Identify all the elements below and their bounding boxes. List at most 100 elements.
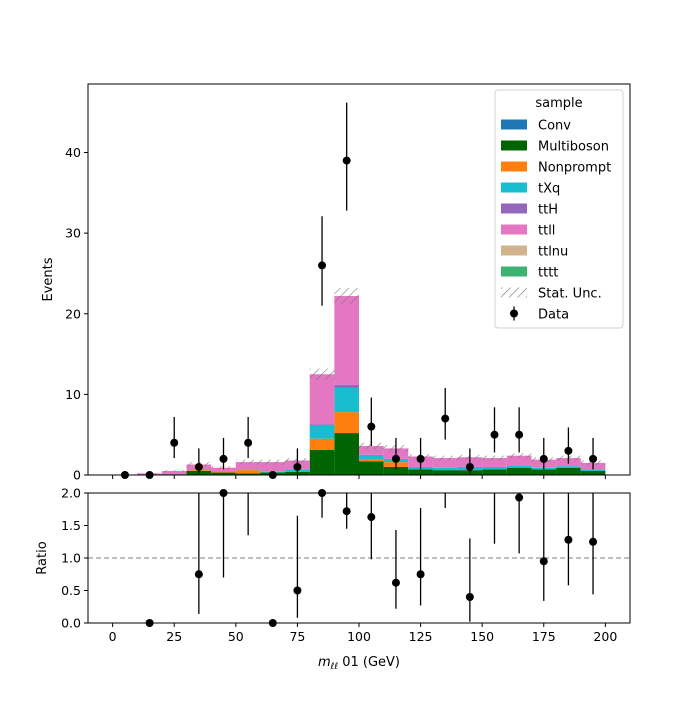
bar-nonprompt-9 [334,412,359,434]
stat-unc-15 [482,455,507,461]
data-point-16 [515,430,524,439]
ratio-ytick-label-2: 1.0 [61,551,81,566]
legend-label-2: Nonprompt [538,161,611,176]
legend-swatch-stat-unc [501,287,527,298]
ratio-xtick-label-4: 100 [347,629,371,644]
legend-label-0: Conv [538,119,571,134]
bar-nonprompt-5 [235,470,261,474]
ratio-points [145,489,598,627]
data-point-8 [318,261,327,270]
ratio-ytick-label-1: 0.5 [61,583,81,598]
ratio-point-10 [416,570,425,579]
legend-label-7: tttt [538,266,558,281]
bar-multiboson-16 [506,467,532,475]
bar-nonprompt-8 [309,438,335,451]
stat-unc-2 [161,470,187,472]
ratio-point-1 [194,570,203,579]
data-point-10 [367,422,376,431]
data-points [120,102,598,479]
bar-txq-5 [235,469,261,471]
bar-ttll-6 [260,462,286,472]
main-y-axis-label: Events [41,257,56,301]
x-axis-label-symbol: m [318,655,331,670]
bar-ttll-8 [309,374,335,425]
bar-multiboson-17 [531,469,557,475]
stat-unc-16 [506,453,532,459]
bar-multiboson-8 [309,450,335,475]
ratio-point-17 [589,537,598,546]
ratio-xtick-label-0: 0 [109,629,117,644]
ratio-ytick-label-4: 2.0 [61,486,81,501]
bar-multiboson-12 [408,469,433,475]
bar-multiboson-13 [432,470,458,475]
main-ytick-label-0: 0 [73,468,81,483]
data-point-17 [539,454,548,463]
ratio-panel: 0 25 50 75 100 125 150 175 200 0.0 0.5 1.0 1.5 2.0 Rat… [35,486,631,644]
data-point-14 [465,462,474,471]
stat-unc-5 [235,459,261,465]
data-point-12 [416,454,425,463]
bar-tth-8 [309,424,335,426]
stat-unc-13 [432,455,458,461]
ratio-point-16 [564,535,573,544]
legend-swatch-2 [501,161,527,172]
bar-txq-15 [482,466,507,470]
bar-multiboson-19 [580,470,606,475]
ratio-xtick-label-1: 25 [166,629,182,644]
legend-swatch-1 [501,140,527,151]
main-ytick-label-1: 10 [65,387,81,402]
data-point-11 [391,454,400,463]
ratio-xtick-label-2: 50 [228,629,244,644]
x-axis-label-text: 01 (GeV) [338,655,400,670]
bar-tth-9 [334,384,359,388]
bar-ttll-15 [482,458,507,467]
ratio-point-7 [342,507,351,516]
bar-txq-19 [580,469,606,471]
bar-ttll-13 [432,458,458,468]
legend-swatch-7 [501,266,527,277]
bar-nonprompt-4 [211,471,236,473]
bar-multiboson-11 [383,466,409,475]
stat-unc-9 [334,287,359,305]
bar-txq-18 [556,466,581,468]
ratio-point-5 [293,586,302,595]
x-axis-label: mℓℓ 01 (GeV) [318,655,400,672]
bar-txq-8 [309,425,335,439]
main-ytick-label-3: 30 [65,226,81,241]
bar-multiboson-10 [359,461,384,475]
bar-multiboson-4 [211,472,236,475]
bar-multiboson-5 [235,473,261,475]
stat-unc-8 [309,368,335,380]
data-point-9 [342,156,351,165]
ratio-y-axis-label: Ratio [35,541,50,574]
bar-ttll-5 [235,462,261,470]
bar-txq-16 [506,465,532,468]
ratio-xtick-label-5: 125 [409,629,433,644]
data-point-7 [293,462,302,471]
bar-txq-4 [211,470,236,472]
legend-label-5: ttll [538,224,555,239]
legend-label-4: ttH [538,203,558,218]
legend: sample Conv Multiboson Nonprompt tXq ttH ttll t… [494,89,624,329]
bar-ttll-16 [506,455,532,466]
legend-label-data: Data [538,308,569,323]
ratio-ytick-label-3: 1.5 [61,518,81,533]
main-ytick-label-4: 40 [65,145,81,160]
legend-label-6: ttlnu [538,245,568,260]
ratio-xtick-label-6: 150 [470,629,494,644]
bar-nonprompt-10 [359,459,384,462]
legend-data-marker [510,309,518,318]
ratio-xtick-label-7: 175 [532,629,556,644]
legend-swatch-0 [501,119,527,130]
data-point-4 [219,454,228,463]
ratio-point-12 [465,593,474,601]
legend-label-1: Multiboson [538,140,609,155]
bar-txq-13 [432,467,458,471]
legend-title: sample [535,96,582,111]
legend-swatch-4 [501,203,527,214]
legend-swatch-3 [501,182,527,193]
bar-txq-9 [334,387,359,413]
bar-ttll-10 [359,445,384,455]
bar-multiboson-18 [556,467,581,475]
